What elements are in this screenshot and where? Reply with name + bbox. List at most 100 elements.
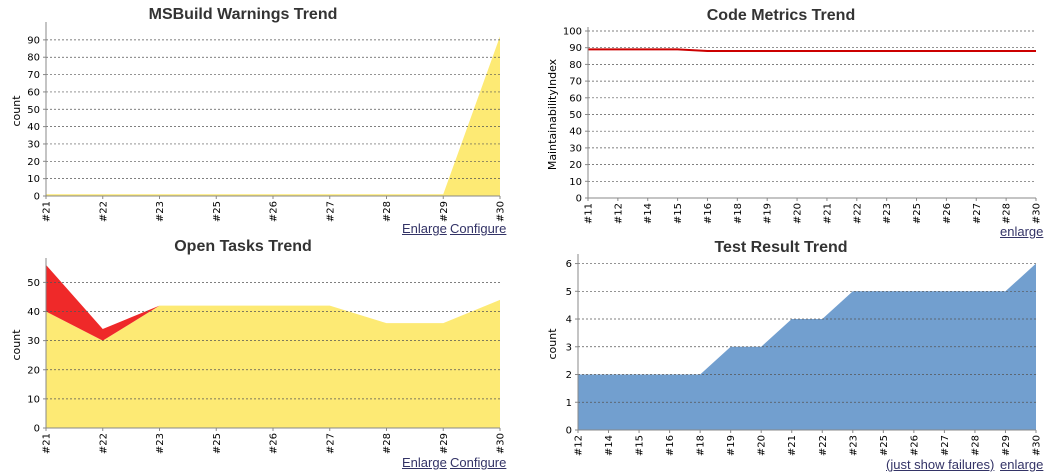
x-tick-label: #27 (325, 201, 336, 222)
y-tick-label: 60 (569, 93, 582, 104)
x-tick-label: #30 (496, 433, 507, 454)
x-tick-label: #26 (269, 201, 280, 222)
y-tick-label: 10 (569, 177, 582, 188)
y-tick-label: 100 (563, 27, 582, 38)
chart-title: MSBuild Warnings Trend (149, 6, 338, 23)
x-tick-label: #25 (912, 203, 923, 224)
y-tick-label: 20 (27, 157, 40, 168)
x-tick-label: #25 (212, 433, 223, 454)
x-tick-label: #26 (909, 435, 920, 456)
x-tick-label: #28 (382, 201, 393, 222)
y-tick-label: 40 (27, 307, 40, 318)
y-tick-label: 3 (566, 342, 572, 353)
x-tick-label: #30 (496, 201, 507, 222)
y-tick-label: 0 (576, 194, 582, 205)
chart-title: Code Metrics Trend (707, 7, 855, 24)
x-tick-label: #22 (98, 201, 109, 222)
codemetrics-chart: Code Metrics Trend MaintainabilityIndex 0 1… (546, 7, 1043, 224)
x-tick-label: #29 (439, 433, 450, 454)
x-tick-label: #23 (155, 433, 166, 454)
y-tick-label: 0 (566, 426, 572, 437)
y-tick-label: 30 (27, 336, 40, 347)
x-tick-label: #16 (703, 203, 714, 224)
x-tick-label: #26 (269, 433, 280, 454)
y-tick-label: 40 (569, 127, 582, 138)
x-tick-label: #20 (793, 203, 804, 224)
y-tick-label: 0 (34, 424, 40, 435)
y-tick-label: 1 (566, 398, 572, 409)
opentasks-chart: Open Tasks Trend count 0 10 20 30 40 50 #21 #22 #2… (10, 238, 507, 454)
x-tick-label: #19 (726, 435, 737, 456)
x-tick-label: #21 (787, 435, 798, 456)
y-axis-label: count (546, 328, 559, 360)
y-tick-label: 70 (569, 77, 582, 88)
area-series-1 (46, 36, 500, 196)
x-tick-label: #27 (325, 433, 336, 454)
y-tick-label: 30 (27, 139, 40, 150)
y-tick-label: 50 (27, 278, 40, 289)
y-tick-label: 60 (27, 87, 40, 98)
y-tick-label: 0 (34, 192, 40, 203)
y-tick-label: 20 (569, 160, 582, 171)
chart-title: Open Tasks Trend (174, 238, 312, 255)
y-tick-label: 30 (569, 143, 582, 154)
x-tick-label: #12 (574, 435, 585, 456)
x-tick-label: #25 (879, 435, 890, 456)
y-tick-label: 10 (27, 394, 40, 405)
msbuild-chart: MSBuild Warnings Trend count 0 10 20 30 40 50 60… (10, 6, 507, 222)
y-tick-label: 80 (27, 53, 40, 64)
y-axis-label: count (10, 95, 23, 127)
open-tasks-configure-link[interactable]: Configure (450, 455, 507, 470)
x-tick-label: #26 (942, 203, 953, 224)
open-tasks-enlarge-link[interactable]: Enlarge (402, 455, 447, 470)
x-tick-label: #23 (848, 435, 859, 456)
x-tick-label: #21 (822, 203, 833, 224)
area-series-0 (46, 299, 500, 428)
x-tick-label: #18 (696, 435, 707, 456)
y-tick-label: 90 (569, 43, 582, 54)
x-tick-label: #29 (1001, 435, 1012, 456)
x-tick-label: #30 (1032, 203, 1043, 224)
x-tick-label: #15 (635, 435, 646, 456)
x-tick-label: #25 (212, 201, 223, 222)
x-tick-label: #28 (1002, 203, 1013, 224)
testresult-chart: Test Result Trend count 0 1 2 3 4 5 6 #12 #14 #15 #1… (546, 239, 1043, 456)
x-tick-label: #27 (940, 435, 951, 456)
x-tick-label: #23 (882, 203, 893, 224)
x-tick-label: #14 (643, 203, 654, 224)
area-series-1 (46, 264, 500, 341)
x-tick-label: #14 (604, 435, 615, 456)
code-metrics-enlarge-link[interactable]: enlarge (1000, 224, 1044, 239)
x-tick-label: #11 (584, 203, 595, 224)
y-tick-label: 10 (27, 174, 40, 185)
line-series-0 (588, 48, 1036, 53)
x-tick-label: #16 (665, 435, 676, 456)
y-tick-label: 80 (569, 60, 582, 71)
x-tick-label: #29 (439, 201, 450, 222)
chart-title: Test Result Trend (714, 239, 847, 256)
x-tick-label: #19 (763, 203, 774, 224)
x-tick-label: #22 (818, 435, 829, 456)
y-tick-label: 5 (566, 287, 572, 298)
msbuild-configure-link[interactable]: Configure (450, 221, 507, 236)
y-axis-label: MaintainabilityIndex (546, 58, 559, 170)
y-tick-label: 50 (27, 105, 40, 116)
x-tick-label: #18 (733, 203, 744, 224)
y-axis-label: count (10, 329, 23, 361)
y-tick-label: 50 (569, 110, 582, 121)
x-tick-label: #21 (42, 433, 53, 454)
x-tick-label: #20 (757, 435, 768, 456)
x-tick-label: #30 (1032, 435, 1043, 456)
x-tick-label: #15 (673, 203, 684, 224)
test-result-show-failures-link[interactable]: (just show failures) (886, 457, 995, 472)
y-tick-label: 20 (27, 365, 40, 376)
y-tick-label: 40 (27, 122, 40, 133)
test-result-enlarge-link[interactable]: enlarge (1000, 457, 1044, 472)
msbuild-enlarge-link[interactable]: Enlarge (402, 221, 447, 236)
x-tick-label: #22 (98, 433, 109, 454)
x-tick-label: #22 (852, 203, 863, 224)
x-tick-label: #28 (970, 435, 981, 456)
x-tick-label: #28 (382, 433, 393, 454)
y-tick-label: 4 (566, 315, 572, 326)
